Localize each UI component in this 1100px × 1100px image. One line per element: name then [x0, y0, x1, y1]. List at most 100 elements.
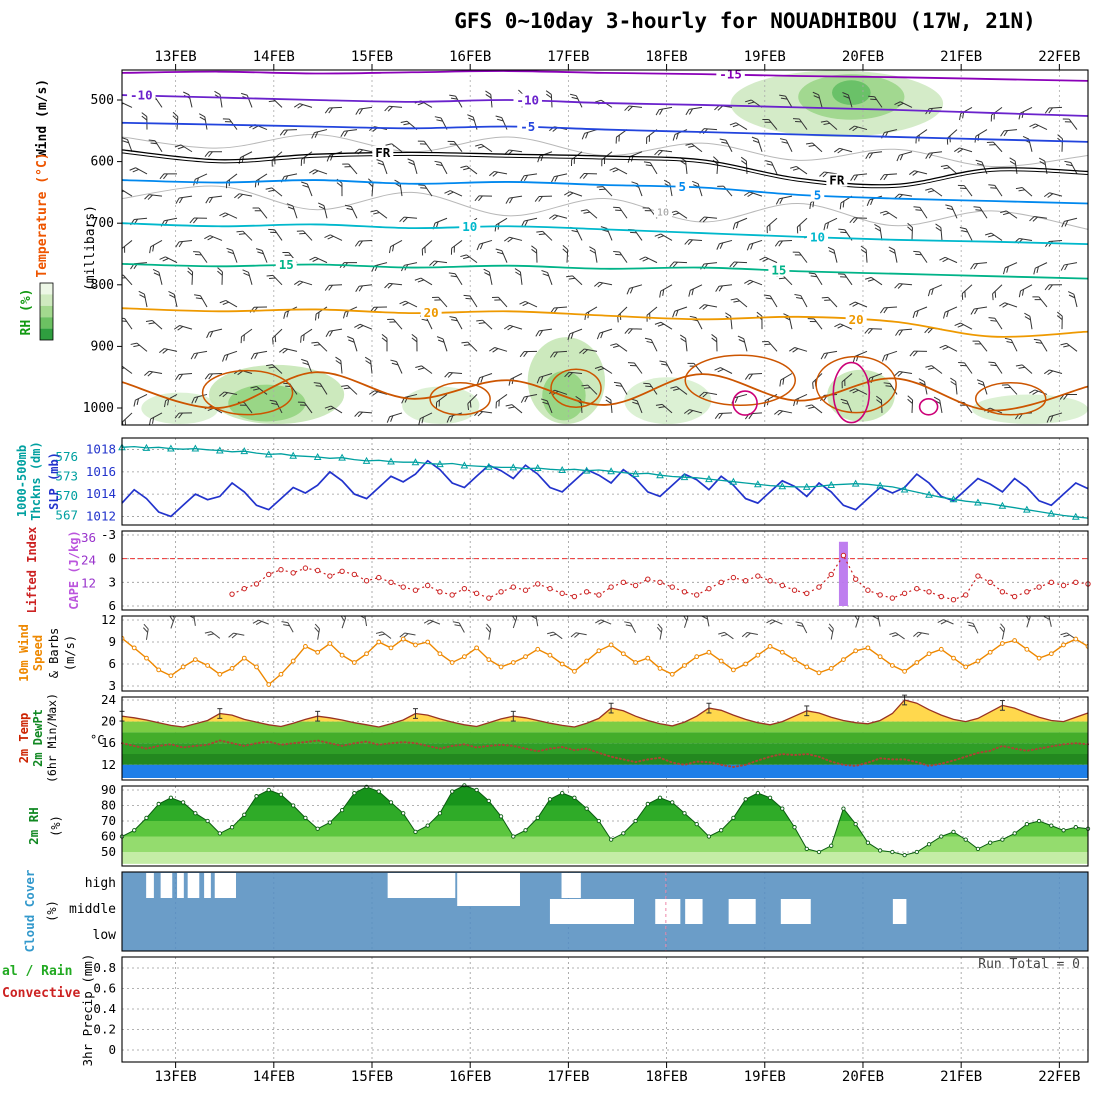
dewpoint-line — [121, 739, 1089, 769]
axis-label-slp: SLP (mb) — [47, 452, 61, 510]
axis-label-thickness-2: Thckns (dm) — [29, 441, 43, 520]
slp-tick-label: 1018 — [86, 442, 116, 457]
bottom-date-label: 14FEB — [253, 1069, 295, 1085]
wind10m-panel: 12 9 6 3 — [101, 612, 1089, 693]
contour-label: 20 — [424, 305, 439, 320]
top-date-axis: 13FEB 14FEB 15FEB 16FEB 17FEB 18FEB 19FEB 20FEB… — [155, 49, 1080, 70]
top-date-label: 21FEB — [940, 49, 982, 65]
axis-label-wind: Wind (m/s) — [35, 79, 50, 157]
contour-label: -10 — [130, 88, 153, 103]
temp-tick-label: 24 — [101, 692, 116, 707]
axis-label-2m-dewpt: 2m DewPt — [31, 709, 45, 767]
axis-label-minmax: (6hr Min/Max) — [45, 693, 59, 783]
pressure-tick-label: 900 — [91, 339, 114, 354]
rh-tick-label: 70 — [101, 813, 116, 828]
pressure-tick-label: 500 — [91, 93, 114, 108]
contour-label: 15 — [279, 257, 294, 272]
bottom-date-label: 18FEB — [646, 1069, 688, 1085]
surface-wind-barbs — [122, 616, 1077, 640]
slp-tick-label: 1012 — [86, 508, 116, 523]
contour-label: 10 — [810, 229, 825, 244]
cloud-cover-panel: high middle low — [69, 871, 1089, 952]
slp-thickness-panel: 1018 1016 1014 1012 576 573 570 567 — [55, 437, 1089, 526]
left-axis-labels: Wind (m/s)Temperature (°C)RH (%) (milliba… — [2, 79, 104, 1067]
precip-tick-label: 0.4 — [93, 1001, 116, 1016]
wind-speed-line — [122, 637, 1088, 686]
top-date-label: 14FEB — [253, 49, 295, 65]
temp-tick-label: 20 — [101, 714, 116, 729]
axis-label-3hr-precip: 3hr Precip (mm) — [80, 954, 95, 1067]
precip-tick-label: 0 — [108, 1042, 116, 1057]
rh-colorbar-segment — [40, 305, 53, 318]
cloud-row-label: low — [93, 928, 117, 943]
thickness-markers — [118, 443, 1080, 520]
cloud-block-high — [561, 873, 581, 898]
cloud-block-high — [214, 873, 236, 898]
cloud-row-label: high — [85, 876, 116, 891]
axis-label-millibars: (millibars) — [83, 205, 98, 291]
rh-tick-label: 90 — [101, 782, 116, 797]
chart-title: GFS 0~10day 3-hourly for NOUADHIBOU (17W… — [454, 9, 1036, 33]
cloud-row-label: middle — [69, 902, 116, 917]
upper-wind-barbs — [122, 89, 1078, 425]
contour-label: 15 — [771, 263, 786, 278]
contour-label: 5 — [814, 188, 822, 203]
axis-label-degc: °C — [90, 733, 104, 747]
contour-label: -10 — [516, 93, 539, 108]
thickness-tick-label: 573 — [55, 469, 78, 484]
contour-label: 10 — [462, 219, 477, 234]
contour-FR — [122, 149, 1088, 186]
pressure-tick-label: 800 — [91, 278, 114, 293]
slp-line — [121, 459, 1089, 518]
wind-tick-label: 6 — [108, 656, 116, 671]
axis-label-cloud-cover: Cloud Cover — [22, 869, 37, 952]
cloud-block-high — [457, 873, 520, 906]
rh-colorbar-segment — [40, 328, 53, 340]
contour-10 — [122, 222, 1088, 246]
top-date-label: 17FEB — [547, 49, 589, 65]
slp-tick-label: 1016 — [86, 464, 116, 479]
cape-tick-label: 36 — [81, 530, 96, 545]
contour-label: FR — [375, 145, 391, 160]
axis-label-rh-pct: (%) — [49, 815, 63, 837]
cloud-block-middle — [549, 899, 634, 924]
bottom-date-label: 16FEB — [449, 1069, 491, 1085]
cloud-block-high — [187, 873, 200, 898]
gray-contour-label: 10 — [657, 208, 669, 219]
axis-label-speed: Speed — [31, 635, 45, 671]
top-date-label: 13FEB — [155, 49, 197, 65]
contour-label: 20 — [849, 312, 864, 327]
rh-band-fill — [122, 785, 1088, 864]
axis-label-rh: RH (%) — [19, 289, 34, 336]
cloud-block-middle — [685, 899, 703, 924]
cloud-block-middle — [780, 899, 811, 924]
temp2m-dewpt-panel: 24 20 16 12 — [101, 692, 1089, 781]
rh-tick-label: 50 — [101, 844, 116, 859]
contour-label: -5 — [520, 119, 535, 134]
cloud-block-high — [160, 873, 173, 898]
cloud-block-high — [177, 873, 184, 898]
temp-tick-label: 12 — [101, 757, 116, 772]
pressure-tick-label: 600 — [91, 155, 114, 170]
upper-air-panel: -15 -10 -10 -5 FR FR 5 5 10 10 15 15 20 20 10 500 600 700… — [83, 69, 1089, 426]
temp-tick-label: 16 — [101, 735, 116, 750]
thickness-line — [121, 445, 1089, 519]
bottom-date-axis: 13FEB 14FEB 15FEB 16FEB 17FEB 18FEB 19FEB 20FEB… — [155, 1062, 1080, 1085]
cloud-block-middle — [728, 899, 756, 924]
li-tick-label: 0 — [108, 551, 116, 566]
pressure-tick-label: 1000 — [83, 401, 114, 416]
pressure-tick-label: 700 — [91, 216, 114, 231]
axis-label-total-rain: al / Rain — [2, 964, 72, 979]
li-tick-label: 3 — [108, 574, 116, 589]
contour-label: FR — [829, 173, 845, 188]
cloud-block-high — [146, 873, 154, 898]
top-date-label: 18FEB — [646, 49, 688, 65]
thickness-tick-label: 570 — [55, 488, 78, 503]
rh-colorbar-segment — [40, 283, 53, 295]
wind-tick-label: 9 — [108, 634, 116, 649]
rh-colorbar-segment — [40, 294, 53, 306]
